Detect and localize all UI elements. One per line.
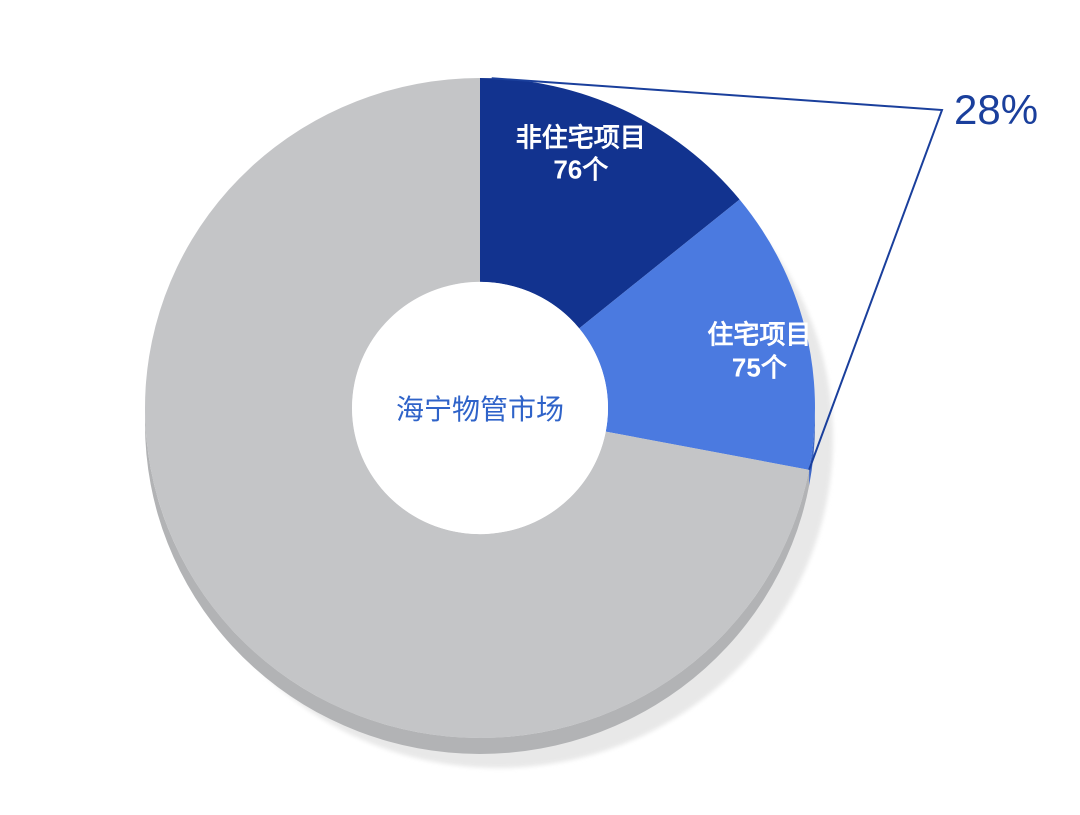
chart-stage: 28% 海宁物管市场 非住宅项目76个住宅项目75个: [0, 0, 1080, 815]
slice-label-residential-line2: 75个: [707, 351, 811, 384]
slice-label-residential-line1: 住宅项目: [707, 319, 811, 352]
slice-label-residential: 住宅项目75个: [707, 319, 811, 384]
slice-label-non_residential-line1: 非住宅项目: [516, 121, 646, 154]
callout-percentage: 28%: [954, 86, 1038, 134]
donut-center-label: 海宁物管市场: [396, 388, 564, 428]
slice-label-non_residential: 非住宅项目76个: [516, 121, 646, 186]
slice-label-non_residential-line2: 76个: [516, 154, 646, 187]
